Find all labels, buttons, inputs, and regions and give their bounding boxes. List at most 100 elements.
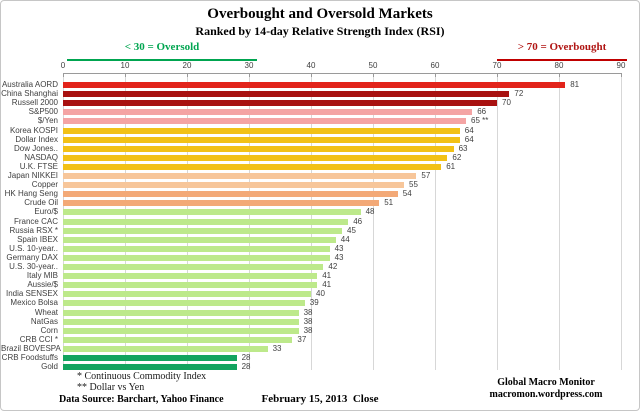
bar-value: 45 (347, 225, 356, 235)
axis-tick (187, 73, 188, 77)
bar (63, 273, 318, 280)
bar-label: Australia AORD (1, 80, 58, 89)
bar-value: 37 (297, 334, 307, 344)
data-source: Data Source: Barchart, Yahoo Finance (59, 394, 224, 405)
footnote-cci: * Continuous Commodity Index (77, 371, 207, 382)
bar-label: $/Yen (37, 116, 58, 126)
axis-tick-label: 20 (182, 61, 192, 70)
bar (63, 291, 311, 298)
gridline (435, 74, 436, 370)
brand-url: macromon.wordpress.com (489, 389, 603, 400)
bar-value: 43 (334, 252, 344, 262)
bar (63, 127, 460, 134)
bar (63, 254, 330, 261)
axis-tick (559, 73, 560, 77)
bar-value: 64 (464, 134, 474, 144)
bar-value: 38 (303, 325, 313, 335)
bar-value: 38 (303, 307, 313, 317)
axis-tick-label: 30 (244, 61, 254, 70)
gridline (559, 74, 560, 370)
overbought-annotation: > 70 = Overbought (517, 41, 607, 53)
axis-tick-label: 90 (616, 61, 626, 70)
bar-value: 65 ** (471, 116, 489, 126)
bar (63, 136, 460, 143)
bar-value: 40 (316, 289, 325, 299)
bar-value: 70 (502, 98, 511, 108)
bar-label: Germany DAX (6, 252, 58, 262)
bar-label: Wheat (34, 307, 58, 317)
axis-tick-label: 70 (492, 61, 502, 70)
axis-tick (125, 73, 126, 77)
bar-value: 61 (446, 161, 456, 171)
axis-tick (249, 73, 250, 77)
bar-value: 54 (402, 189, 412, 199)
bar-value: 43 (334, 243, 344, 253)
bar (63, 182, 404, 189)
oversold-annotation: < 30 = Oversold (124, 41, 200, 53)
axis-tick-label: 0 (60, 61, 66, 70)
bar-value: 41 (322, 280, 332, 290)
bar-value: 48 (365, 207, 375, 217)
bar-label: Gold (41, 362, 58, 372)
bar (63, 82, 566, 88)
bar-value: 66 (477, 107, 487, 117)
x-axis-line (63, 73, 622, 74)
axis-tick (621, 73, 622, 77)
gridline (621, 74, 622, 370)
bar-label: Japan NIKKEI (7, 171, 58, 180)
bar (63, 318, 299, 325)
bar-label: S&P500 (28, 107, 58, 117)
axis-tick (373, 73, 374, 77)
bar-label: France CAC (13, 216, 58, 226)
bar (63, 364, 237, 371)
axis-tick (497, 73, 498, 77)
bar (63, 327, 299, 334)
bar-label: Dollar Index (15, 134, 58, 144)
bar (63, 264, 324, 270)
bar-value: 63 (458, 143, 468, 153)
bar-label: Aussie/$ (27, 280, 58, 290)
bar (63, 355, 237, 361)
bar (63, 336, 293, 343)
bar-value: 41 (322, 271, 332, 281)
brand-name: Global Macro Monitor (497, 377, 595, 388)
bar-label: HK Hang Seng (4, 189, 58, 199)
gridline (373, 74, 374, 370)
bar-value: 72 (514, 89, 524, 99)
bar-label: Copper (31, 180, 58, 190)
bar-value: 81 (570, 80, 580, 89)
bar-value: 28 (241, 362, 251, 372)
bar-value: 51 (384, 198, 394, 208)
bar (63, 145, 454, 152)
axis-tick-label: 40 (306, 61, 316, 70)
bar-label: Russia RSX * (9, 225, 58, 235)
oversold-underline (67, 59, 257, 61)
bar (63, 309, 299, 316)
bar-value: 55 (409, 180, 418, 190)
bar-value: 42 (328, 262, 338, 271)
bar (63, 191, 398, 198)
overbought-underline (497, 59, 627, 61)
bar (63, 218, 349, 225)
bar-value: 46 (353, 216, 363, 226)
axis-tick (435, 73, 436, 77)
bar (63, 300, 305, 307)
chart-subtitle: Ranked by 14-day Relative Strength Index… (195, 24, 445, 38)
chart-title: Overbought and Oversold Markets (207, 6, 433, 22)
bar (63, 100, 497, 107)
bar-label: U.K. FTSE (19, 161, 58, 171)
axis-tick-label: 60 (430, 61, 440, 70)
bar (63, 173, 417, 179)
bar-value: 44 (340, 234, 350, 244)
axis-tick-label: 80 (554, 61, 564, 70)
bar (63, 227, 342, 234)
bar-label: Dow Jones.. (13, 143, 58, 153)
bar-value: 57 (421, 171, 431, 180)
bar-label: India SENSEX (5, 289, 58, 299)
bar-value: 33 (272, 343, 282, 353)
brand-block: Global Macro Monitor macromon.wordpress.… (471, 377, 621, 401)
axis-tick-label: 50 (368, 61, 378, 70)
bar-label: Brazil BOVESPA (1, 343, 61, 353)
bar-label: Russell 2000 (11, 98, 58, 108)
